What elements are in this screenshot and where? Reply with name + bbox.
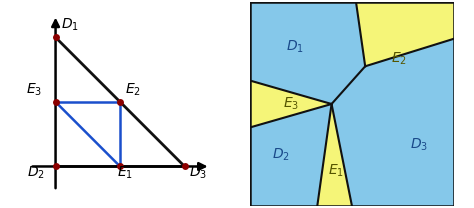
- Text: $E_3$: $E_3$: [26, 82, 42, 98]
- Text: $D_1$: $D_1$: [61, 17, 79, 33]
- Text: $E_1$: $E_1$: [117, 165, 133, 181]
- Text: $E_1$: $E_1$: [328, 163, 344, 180]
- Polygon shape: [331, 2, 454, 104]
- Text: $E_2$: $E_2$: [125, 82, 141, 98]
- Text: $E_2$: $E_2$: [391, 51, 407, 67]
- Text: $D_2$: $D_2$: [27, 164, 45, 181]
- Polygon shape: [250, 80, 331, 128]
- Text: $D_3$: $D_3$: [410, 137, 428, 153]
- Polygon shape: [250, 2, 454, 206]
- Text: $E_3$: $E_3$: [283, 96, 299, 112]
- Text: $D_3$: $D_3$: [189, 164, 207, 181]
- Text: $D_2$: $D_2$: [272, 147, 290, 163]
- Polygon shape: [317, 104, 352, 206]
- Text: $D_1$: $D_1$: [286, 39, 304, 55]
